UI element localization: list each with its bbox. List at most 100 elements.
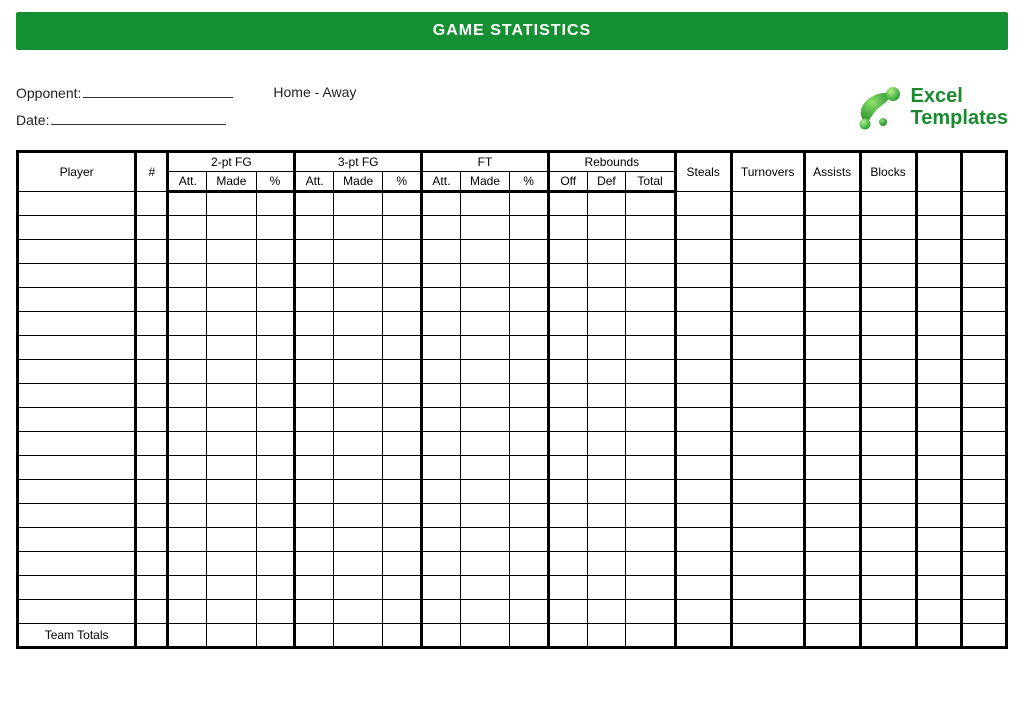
table-cell[interactable] <box>460 384 509 408</box>
table-cell[interactable] <box>510 192 549 216</box>
table-cell[interactable] <box>860 360 916 384</box>
table-cell[interactable] <box>675 552 731 576</box>
table-cell[interactable] <box>510 312 549 336</box>
table-cell[interactable] <box>675 336 731 360</box>
table-cell[interactable] <box>207 504 256 528</box>
table-cell[interactable] <box>333 240 382 264</box>
table-cell[interactable] <box>295 264 334 288</box>
table-cell[interactable] <box>460 576 509 600</box>
table-cell[interactable] <box>460 480 509 504</box>
table-cell[interactable] <box>460 360 509 384</box>
table-cell[interactable] <box>731 192 804 216</box>
table-cell[interactable] <box>587 288 626 312</box>
table-cell[interactable] <box>295 240 334 264</box>
table-cell[interactable] <box>383 600 422 624</box>
table-cell[interactable] <box>460 528 509 552</box>
table-cell[interactable] <box>256 480 295 504</box>
table-cell[interactable] <box>587 408 626 432</box>
table-cell[interactable] <box>510 600 549 624</box>
table-cell[interactable] <box>860 408 916 432</box>
table-cell[interactable] <box>916 384 961 408</box>
table-cell[interactable] <box>256 264 295 288</box>
table-cell[interactable] <box>961 432 1006 456</box>
table-cell[interactable] <box>731 264 804 288</box>
table-cell[interactable] <box>804 360 860 384</box>
table-cell[interactable] <box>804 216 860 240</box>
table-cell[interactable] <box>860 384 916 408</box>
table-cell[interactable] <box>18 504 136 528</box>
table-cell[interactable] <box>295 432 334 456</box>
table-cell[interactable] <box>136 576 168 600</box>
table-cell[interactable] <box>626 504 675 528</box>
table-cell[interactable] <box>731 408 804 432</box>
table-cell[interactable] <box>548 384 587 408</box>
table-cell[interactable] <box>731 528 804 552</box>
table-cell[interactable] <box>383 312 422 336</box>
table-cell[interactable] <box>860 336 916 360</box>
table-cell[interactable] <box>675 456 731 480</box>
table-cell[interactable] <box>256 600 295 624</box>
table-cell[interactable] <box>136 288 168 312</box>
table-cell[interactable] <box>383 264 422 288</box>
table-cell[interactable] <box>168 360 207 384</box>
table-cell[interactable] <box>256 576 295 600</box>
table-cell[interactable] <box>207 384 256 408</box>
table-cell[interactable] <box>207 552 256 576</box>
table-cell[interactable] <box>295 288 334 312</box>
table-cell[interactable] <box>136 240 168 264</box>
table-cell[interactable] <box>548 504 587 528</box>
table-cell[interactable] <box>860 192 916 216</box>
table-cell[interactable] <box>916 480 961 504</box>
table-cell[interactable] <box>731 312 804 336</box>
table-cell[interactable] <box>675 408 731 432</box>
table-cell[interactable] <box>860 312 916 336</box>
table-cell[interactable] <box>207 336 256 360</box>
table-cell[interactable] <box>675 264 731 288</box>
table-cell[interactable] <box>18 456 136 480</box>
table-cell[interactable] <box>295 336 334 360</box>
table-cell[interactable] <box>422 360 461 384</box>
date-input-line[interactable] <box>51 111 226 125</box>
table-cell[interactable] <box>916 336 961 360</box>
table-cell[interactable] <box>731 456 804 480</box>
table-cell[interactable] <box>675 192 731 216</box>
table-cell[interactable] <box>961 552 1006 576</box>
table-cell[interactable] <box>18 552 136 576</box>
table-cell[interactable] <box>961 312 1006 336</box>
table-cell[interactable] <box>626 552 675 576</box>
table-cell[interactable] <box>510 432 549 456</box>
table-cell[interactable] <box>510 480 549 504</box>
table-cell[interactable] <box>860 264 916 288</box>
table-cell[interactable] <box>731 360 804 384</box>
table-cell[interactable] <box>804 264 860 288</box>
table-cell[interactable] <box>548 360 587 384</box>
table-cell[interactable] <box>168 552 207 576</box>
table-cell[interactable] <box>626 528 675 552</box>
table-cell[interactable] <box>860 576 916 600</box>
table-cell[interactable] <box>18 240 136 264</box>
table-cell[interactable] <box>168 600 207 624</box>
table-cell[interactable] <box>587 264 626 288</box>
table-cell[interactable] <box>587 552 626 576</box>
table-cell[interactable] <box>675 384 731 408</box>
table-cell[interactable] <box>804 528 860 552</box>
table-cell[interactable] <box>295 528 334 552</box>
table-cell[interactable] <box>136 336 168 360</box>
opponent-input-line[interactable] <box>83 84 233 98</box>
table-cell[interactable] <box>18 336 136 360</box>
table-cell[interactable] <box>675 504 731 528</box>
table-cell[interactable] <box>675 240 731 264</box>
table-cell[interactable] <box>136 552 168 576</box>
table-cell[interactable] <box>136 384 168 408</box>
table-cell[interactable] <box>333 192 382 216</box>
table-cell[interactable] <box>675 528 731 552</box>
table-cell[interactable] <box>587 312 626 336</box>
table-cell[interactable] <box>510 288 549 312</box>
table-cell[interactable] <box>804 456 860 480</box>
table-cell[interactable] <box>168 192 207 216</box>
table-cell[interactable] <box>961 264 1006 288</box>
table-cell[interactable] <box>18 216 136 240</box>
table-cell[interactable] <box>731 576 804 600</box>
table-cell[interactable] <box>18 192 136 216</box>
table-cell[interactable] <box>731 216 804 240</box>
